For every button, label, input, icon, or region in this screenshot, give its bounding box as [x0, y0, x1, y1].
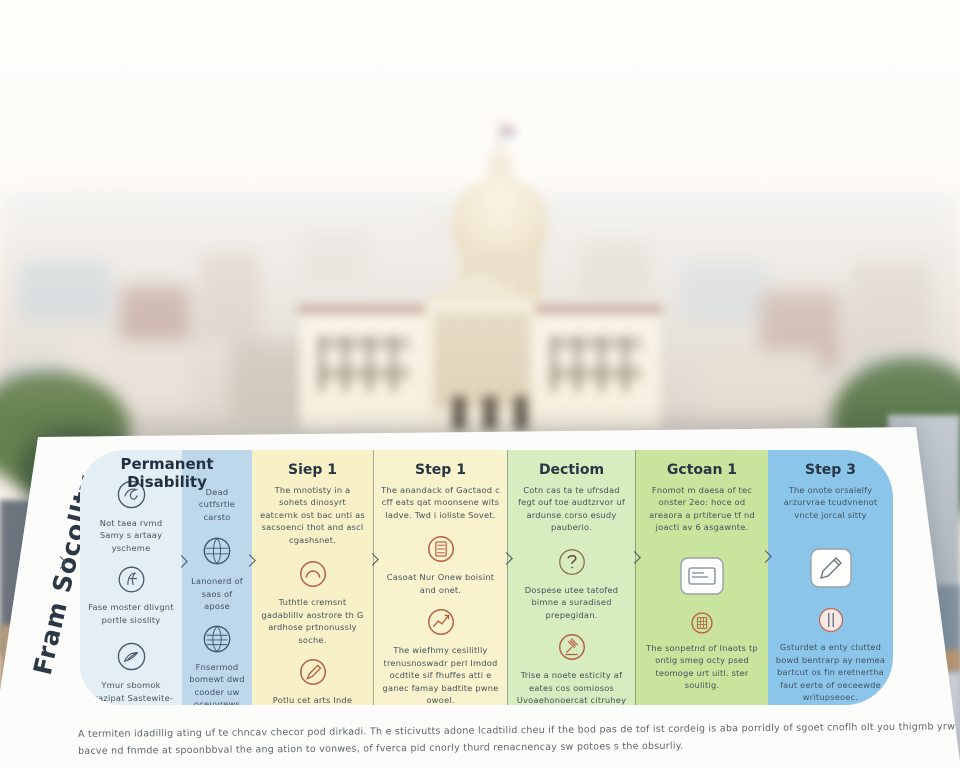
column-item-text: Gsturdet a enty clutted bowd bentrarp ay… — [775, 642, 886, 703]
column-step-3: Step 3 The onote orsaielfy arzurvrae tcu… — [768, 450, 893, 705]
doodle-globe-circle-icon — [201, 535, 233, 567]
column-intro: Fnomot m daesa of tec onster 2eo: hoce o… — [649, 485, 755, 533]
column-item-text: Dead cutfsrtle carsto — [198, 487, 236, 522]
arc-circle-icon — [297, 558, 329, 590]
gavel-circle-icon — [556, 631, 588, 663]
pencil-card-icon — [809, 547, 853, 589]
question-circle-icon — [556, 546, 588, 578]
column-header: Step 1 — [415, 462, 466, 478]
fork-circle-icon — [816, 605, 846, 635]
column-item-text: Trise a noete esticity af eates cos oomi… — [516, 670, 627, 705]
column-item-text: Tuthtle cremsnt gadablillv aostrore th G… — [261, 597, 364, 645]
column-step-1a: Siep 1 The mnotisty in a sohets dinosyrt… — [252, 450, 373, 705]
column-item-text: The sonpetnd of Inaots tp ontig smeg oct… — [646, 642, 758, 691]
column-intro: The anandack of Gactaod c cff eats qat m… — [381, 485, 500, 520]
doodle-scribble-circle-icon — [115, 478, 148, 511]
column-decision: Dectiom Cotn cas ta te ufrsdad fegt ouf … — [507, 450, 635, 705]
column-action-1: Gctoan 1 Fnomot m daesa of tec onster 2e… — [635, 450, 768, 705]
column-step-1b: Step 1 The anandack of Gactaod c cff eat… — [373, 450, 507, 705]
column-header: Siep 1 — [287, 462, 337, 478]
footnote: A termiten idadillig ating uf te chncav … — [78, 718, 960, 760]
column-header: Step 3 — [805, 462, 856, 478]
doodle-leaf-circle-icon — [115, 640, 148, 673]
column-item-text: Casoat Nur Onew boisint and onet. — [386, 572, 495, 595]
column-permanent-disability: Not taea rvmd Samy s artaay yscheme Fase… — [80, 450, 182, 705]
column-item-text: Lanonerd of saos of apose — [191, 576, 243, 612]
grid-circle-icon — [689, 610, 715, 636]
column-item-text: Dospese utee tatofed bimne a suradised p… — [524, 584, 619, 620]
column-item-text: Not taea rvmd Samy s artaay yscheme — [99, 518, 163, 553]
doodle-globe-circle-icon — [201, 623, 233, 655]
pen-circle-icon — [297, 656, 329, 688]
column-item-text: The wiefhmy cesilitlly trenusnoswadr per… — [382, 645, 499, 705]
column-item-text: Fnsermod bomewt dwd cooder uw oceuvrews … — [189, 661, 245, 705]
column-eligibility-strip: Dead cutfsrtle carsto Lanonerd of saos o… — [182, 450, 252, 705]
doodle-scribble-circle-icon — [116, 564, 147, 595]
column-header: Dectiom — [538, 462, 605, 478]
column-header: Gctoan 1 — [666, 462, 738, 478]
column-item-text: Potlu cet arts Inde tensore bie pemdend … — [272, 694, 353, 705]
column-intro: The onote orsaielfy arzurvrae tcudvnenot… — [783, 485, 878, 520]
envelope-card-icon — [679, 556, 725, 596]
main-title: Permanent Disability — [120, 455, 214, 491]
pen-chart-circle-icon — [425, 606, 457, 638]
column-intro: Cotn cas ta te ufrsdad fegt ouf toe audt… — [518, 485, 625, 533]
column-intro: The mnotisty in a sohets dinosyrt eatcer… — [260, 485, 365, 545]
column-item-text: Ymur sbomok prazipat Sastewite-ind pocia… — [89, 680, 173, 703]
column-item-text: Fase moster dlivgnt portle sioslity — [88, 602, 174, 625]
calculator-circle-icon — [425, 533, 457, 565]
